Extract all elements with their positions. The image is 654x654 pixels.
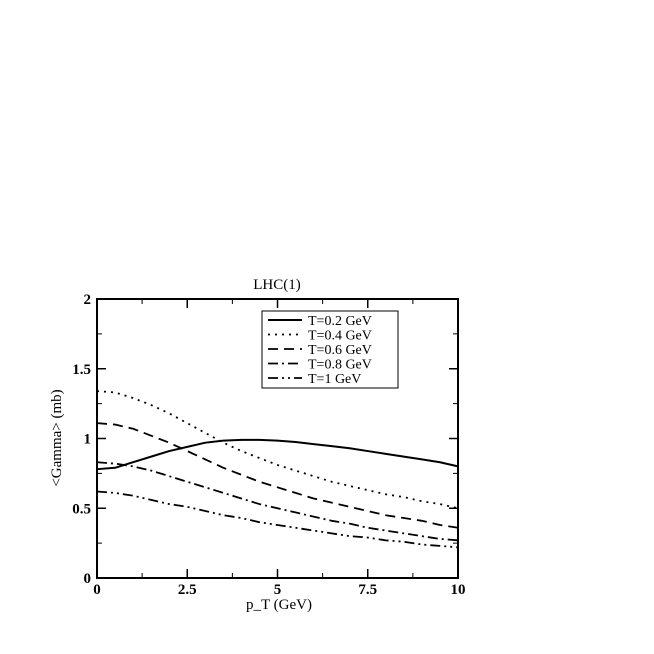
- y-tick-label: 1.5: [72, 362, 91, 378]
- legend-label-1: T=0.2 GeV: [308, 314, 372, 329]
- legend-label-4: T=0.8 GeV: [308, 358, 372, 373]
- x-tick-label: 7.5: [358, 582, 377, 598]
- x-tick-label: 5: [274, 582, 282, 598]
- axis-ticks: [96, 298, 459, 579]
- series-lines: [96, 390, 459, 549]
- tick-labels: 0 2.5 5 7.5 10 0 0.5 1 1.5 2: [72, 292, 465, 598]
- x-tick-label: 2.5: [178, 582, 197, 598]
- chart-title: LHC(1): [253, 277, 301, 293]
- y-axis-label: <Gamma> (mb): [49, 389, 65, 486]
- x-tick-label: 0: [93, 582, 101, 598]
- series-line-4: [96, 461, 459, 542]
- legend-label-5: T=1 GeV: [308, 372, 361, 387]
- legend-label-2: T=0.4 GeV: [308, 329, 372, 344]
- legend-label-3: T=0.6 GeV: [308, 343, 372, 358]
- x-tick-label: 10: [451, 582, 466, 598]
- series-line-2: [96, 390, 459, 510]
- y-tick-label: 2: [84, 292, 92, 308]
- series-line-1: [96, 438, 459, 471]
- series-line-5: [96, 490, 459, 549]
- series-line-3: [96, 422, 459, 529]
- y-tick-label: 1: [84, 432, 92, 448]
- x-axis-label: p_T (GeV): [246, 597, 312, 613]
- y-tick-label: 0: [84, 571, 92, 587]
- y-tick-label: 0.5: [72, 501, 91, 517]
